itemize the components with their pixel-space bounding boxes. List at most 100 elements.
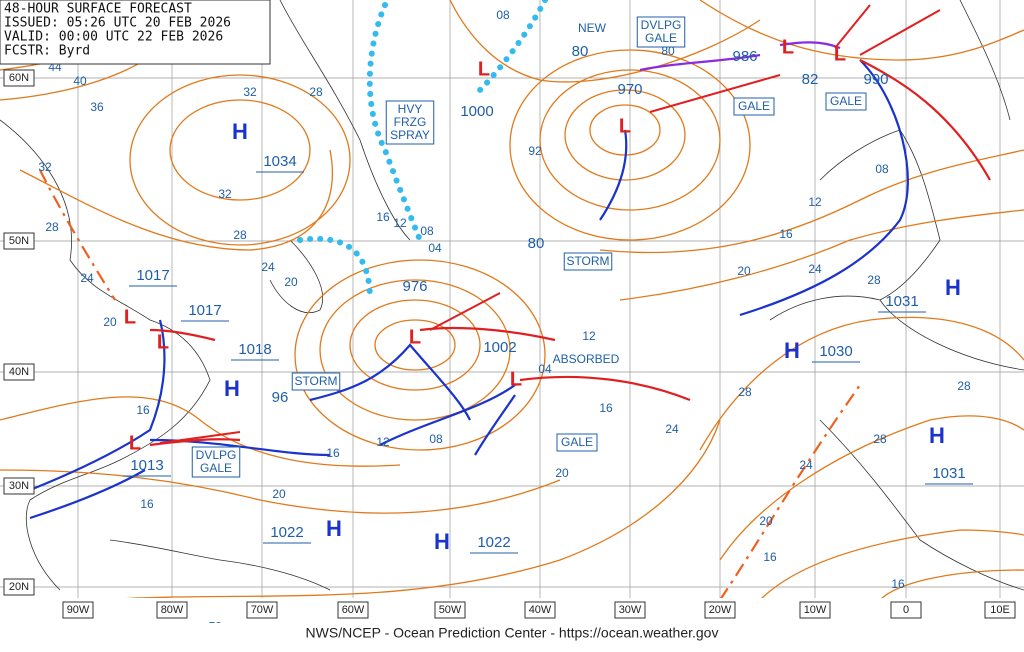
warning-text: GALE — [645, 31, 677, 45]
center-pressure: 96 — [272, 389, 289, 406]
lat-label-box — [3, 477, 35, 495]
isobar-label: 20 — [759, 514, 773, 528]
footer: NWS/NCEP - Ocean Prediction Center - htt… — [306, 625, 719, 641]
lon-label: 80W — [161, 604, 184, 616]
isobar-label: 24 — [808, 262, 822, 276]
lat-label-box — [3, 363, 35, 381]
warning-box — [291, 372, 341, 391]
lat-label-box — [3, 232, 35, 250]
lon-label: 60W — [342, 604, 365, 616]
isobar-label: 04 — [428, 241, 442, 255]
center-pressure: 1034 — [263, 153, 296, 170]
lon-label-box — [614, 601, 646, 619]
warning-box — [563, 252, 613, 271]
isobar-label: 24 — [261, 260, 275, 274]
header-line: ISSUED: 05:26 UTC 20 FEB 2026 — [4, 16, 231, 31]
lon-label: 0 — [903, 604, 909, 616]
isobar-label: 32 — [38, 160, 52, 174]
warning-text: NEW — [578, 21, 607, 35]
isobar-label: 08 — [420, 224, 434, 238]
center-pressure: 1030 — [819, 343, 852, 360]
lon-label-box — [337, 601, 369, 619]
isobar-label: 20 — [737, 264, 751, 278]
low-symbol: L — [510, 368, 522, 390]
center-pressure: 986 — [732, 48, 757, 65]
header-line: 48-HOUR SURFACE FORECAST — [4, 2, 192, 17]
center-pressure: 1022 — [270, 524, 303, 541]
center-pressure: 990 — [863, 71, 888, 88]
center-pressure: 1022 — [477, 534, 510, 551]
isobar-label: 32 — [218, 187, 232, 201]
center-pressure: 1000 — [460, 103, 493, 120]
high-symbol: H — [232, 119, 248, 144]
header-line: VALID: 00:00 UTC 22 FEB 2026 — [4, 30, 223, 45]
isobar-label: 08 — [496, 8, 510, 22]
low-symbol: L — [157, 331, 169, 353]
axis-strip — [0, 598, 1024, 622]
high-symbol: H — [224, 376, 240, 401]
isobar-label: 24 — [799, 458, 813, 472]
center-pressure: 80 — [572, 43, 589, 60]
center-pressure: 1018 — [238, 341, 271, 358]
low-symbol: L — [129, 432, 141, 454]
warning-text: SPRAY — [390, 128, 430, 142]
center-pressure: 1013 — [130, 457, 163, 474]
lat-label: 20N — [9, 581, 29, 593]
coastlines — [0, 0, 1024, 591]
low-symbol: L — [782, 36, 794, 58]
isobar-label: 28 — [873, 432, 887, 446]
warning-text: STORM — [566, 254, 609, 268]
lon-label: 90W — [67, 604, 90, 616]
motion-arrows — [159, 4, 941, 444]
isobar-label: 28 — [738, 385, 752, 399]
isobar-label: 80 — [661, 44, 675, 58]
warning-text: ABSORBED — [553, 352, 620, 366]
low-symbol: L — [834, 43, 846, 65]
isobar-label: 16 — [136, 403, 150, 417]
isobar-label: 16 — [763, 550, 777, 564]
isobar-label: 16 — [326, 446, 340, 460]
center-pressure: 1017 — [188, 302, 221, 319]
lon-label-box — [434, 601, 466, 619]
isobar-label: 12 — [393, 216, 407, 230]
center-pressure: 1002 — [483, 339, 516, 356]
isobar-label: 16 — [891, 577, 905, 591]
lon-label: 10W — [804, 604, 827, 616]
warning-text: FRZG — [394, 115, 427, 129]
warning-text: DVLPG — [641, 18, 682, 32]
lon-label-box — [704, 601, 736, 619]
isobar-label: 28 — [957, 379, 971, 393]
warning-box — [636, 16, 686, 48]
center-pressure: 976 — [402, 278, 427, 295]
high-symbol: H — [945, 275, 961, 300]
isobar-label: 28 — [233, 228, 247, 242]
isobar-label: 20 — [284, 275, 298, 289]
isobar-label: 20 — [555, 466, 569, 480]
isobar-label: 16 — [599, 401, 613, 415]
isobar-label: 28 — [45, 220, 59, 234]
isobar-label: 08 — [429, 432, 443, 446]
high-symbol: H — [784, 338, 800, 363]
center-pressure: 970 — [617, 81, 642, 98]
high-symbol: H — [434, 529, 450, 554]
isobar-label: 04 — [538, 362, 552, 376]
isobar-label: 24 — [80, 271, 94, 285]
warning-box — [733, 97, 775, 116]
center-pressure: 1017 — [136, 267, 169, 284]
lon-label-box — [984, 601, 1016, 619]
lon-label-box — [524, 601, 556, 619]
lat-label: 30N — [9, 480, 29, 492]
isobar-label: 12 — [582, 329, 596, 343]
header-box — [0, 0, 271, 65]
lon-label-box — [62, 601, 94, 619]
warning-text: GALE — [738, 99, 770, 113]
isobar-label: 24 — [665, 422, 679, 436]
lat-label-box — [3, 69, 35, 87]
isobar-label: 12 — [808, 195, 822, 209]
isobar-label: 92 — [528, 144, 542, 158]
lon-label: 40W — [529, 604, 552, 616]
lon-label-box — [246, 601, 278, 619]
warning-text: DVLPG — [196, 448, 237, 462]
isobar-label: 28 — [867, 273, 881, 287]
